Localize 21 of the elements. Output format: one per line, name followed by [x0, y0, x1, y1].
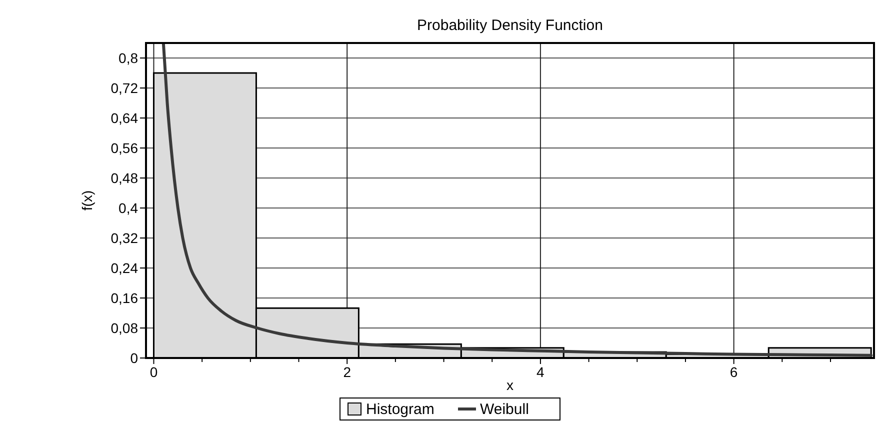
y-tick-label: 0,72: [110, 80, 138, 96]
y-tick-label: 0,64: [110, 110, 138, 126]
y-tick-label: 0,24: [110, 260, 138, 276]
x-axis-title: x: [506, 377, 514, 393]
y-tick-label: 0,08: [110, 320, 138, 336]
y-tick-label: 0,56: [110, 140, 138, 156]
y-tick-label: 0: [130, 350, 138, 366]
line-series: [162, 43, 873, 357]
y-axis-title: f(x): [79, 190, 95, 211]
x-tick-label: 2: [343, 364, 352, 380]
x-tick-label: 4: [536, 364, 545, 380]
legend-label: Histogram: [366, 401, 434, 418]
y-tick-label: 0,8: [118, 50, 138, 66]
y-tick-label: 0,16: [110, 290, 138, 306]
x-tick-label: 6: [730, 364, 738, 380]
x-tick-label: 0: [150, 364, 158, 380]
y-tick-label: 0,48: [110, 170, 138, 186]
legend-label: Weibull: [480, 401, 529, 418]
chart-title: Probability Density Function: [417, 17, 603, 34]
y-tick-label: 0,4: [118, 200, 138, 216]
y-tick-label: 0,32: [110, 230, 138, 246]
